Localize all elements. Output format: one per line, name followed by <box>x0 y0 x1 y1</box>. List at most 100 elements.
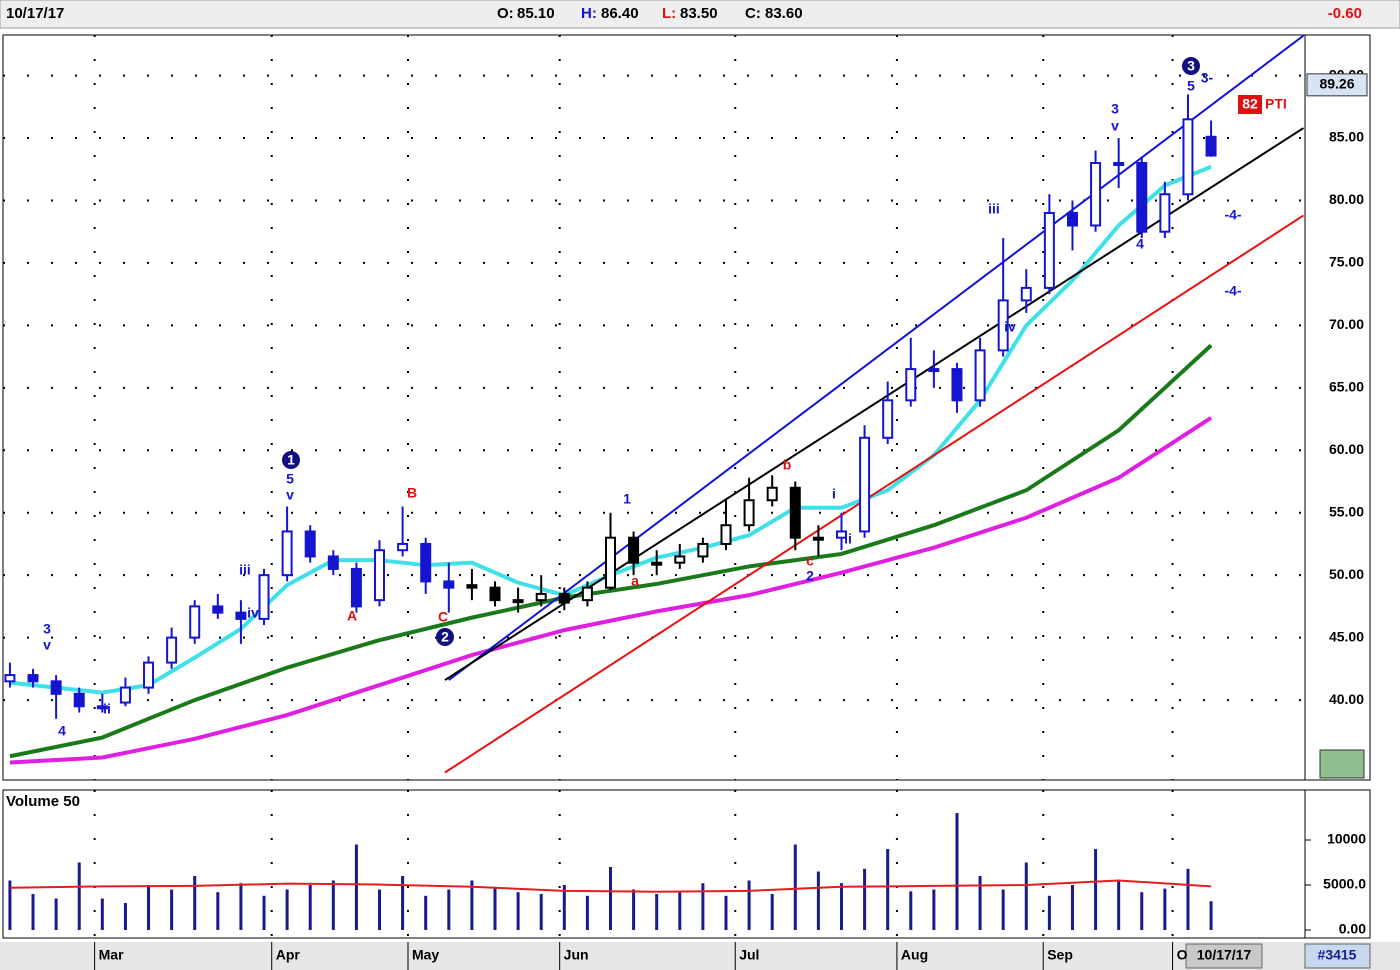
y-tick-label: 45.00 <box>1329 628 1364 644</box>
wave-label: 3- <box>1201 70 1214 86</box>
wave-label: v <box>286 487 294 503</box>
candle-body <box>974 349 986 402</box>
y-tick-label: 10000 <box>1327 831 1366 847</box>
line-series <box>448 35 1305 681</box>
candle-body <box>604 536 616 589</box>
candle-body <box>397 542 409 552</box>
volume-bar <box>955 813 959 930</box>
header-date: 10/17/17 <box>6 5 64 22</box>
candle-body <box>766 486 778 502</box>
tool-icon[interactable] <box>1319 749 1365 779</box>
volume-bar <box>1094 849 1098 930</box>
wave-label: v <box>43 637 51 653</box>
candle-body <box>466 584 478 589</box>
volume-bar <box>655 894 659 930</box>
volume-bar <box>585 895 589 930</box>
candle-body <box>1113 162 1125 167</box>
volume-bar <box>701 883 705 930</box>
line-series <box>444 214 1305 774</box>
volume-bar <box>123 903 127 930</box>
candle-body <box>720 524 732 545</box>
candle-body <box>674 555 686 564</box>
candle-body <box>489 586 501 602</box>
volume-bar <box>147 885 151 930</box>
candle-body <box>281 530 293 577</box>
candle-body <box>1136 162 1148 233</box>
volume-bar <box>608 867 612 930</box>
candle-body <box>374 549 386 602</box>
low-label: L: <box>662 5 676 22</box>
candle-body <box>443 580 455 589</box>
volume-bar <box>331 880 335 930</box>
x-tick-label: May <box>412 947 439 963</box>
candle-body <box>235 611 247 620</box>
candle-body <box>928 368 940 373</box>
wave-label: B <box>407 485 417 501</box>
circled-label: 1 <box>287 452 295 468</box>
candle-body <box>812 536 824 541</box>
x-tick-label: Apr <box>276 947 301 963</box>
y-tick-label: 65.00 <box>1329 379 1364 395</box>
volume-bar <box>886 849 890 930</box>
y-tick-label: 5000.0 <box>1323 876 1366 892</box>
wave-label: 5 <box>1187 78 1195 94</box>
line-series <box>9 416 1213 765</box>
candle-body <box>882 399 894 439</box>
wave-label: 4 <box>58 723 66 739</box>
candle-body <box>350 567 362 608</box>
x-tick-label: Aug <box>901 947 928 963</box>
candle-body <box>1159 193 1171 233</box>
y-tick-label: 60.00 <box>1329 441 1364 457</box>
x-tick-label: O <box>1177 947 1188 963</box>
y-tick-label: 55.00 <box>1329 503 1364 519</box>
wave-label: ii <box>103 701 111 717</box>
volume-bar <box>1070 885 1074 930</box>
candle-body <box>143 661 155 689</box>
y-tick-label: 70.00 <box>1329 316 1364 332</box>
volume-bar <box>724 895 728 930</box>
candle-body <box>1043 211 1055 289</box>
wave-label: a <box>631 573 639 589</box>
wave-label: b <box>783 457 792 473</box>
volume-bar <box>539 894 543 930</box>
x-tick-label: Sep <box>1047 947 1073 963</box>
candle-body <box>835 530 847 539</box>
candle-body <box>27 674 39 683</box>
circled-label: 3 <box>1187 58 1195 74</box>
high-label: H: <box>581 5 597 22</box>
high-value: 86.40 <box>601 5 639 22</box>
volume-bar <box>100 898 104 930</box>
volume-bar <box>470 880 474 930</box>
candle-body <box>789 486 801 539</box>
candle-body <box>951 368 963 402</box>
footer-symbol-box <box>1304 943 1371 969</box>
pti-box <box>1238 95 1262 114</box>
volume-bar <box>262 895 266 930</box>
last-price: 89.26 <box>1319 76 1354 92</box>
wave-label: 5 <box>286 471 294 487</box>
y-tick-label: 50.00 <box>1329 566 1364 582</box>
volume-plot <box>8 790 1213 938</box>
volume-bar <box>770 894 774 930</box>
volume-axis <box>1304 789 1371 939</box>
wave-label: i <box>832 486 836 502</box>
open-label: O: <box>497 5 514 22</box>
line-series <box>9 343 1213 759</box>
volume-bar <box>1163 888 1167 930</box>
wave-circle <box>1182 57 1200 75</box>
wave-circle <box>436 628 454 646</box>
x-tick-label: Jun <box>564 947 589 963</box>
volume-bar <box>1117 880 1121 930</box>
volume-bar <box>401 876 405 930</box>
change-value: -0.60 <box>1328 5 1362 22</box>
header-bar <box>0 0 1400 29</box>
x-tick-label: Jul <box>739 947 759 963</box>
circled-label: 2 <box>441 629 449 645</box>
volume-bar <box>978 876 982 930</box>
candle-body <box>258 574 270 620</box>
volume-bar <box>54 898 58 930</box>
price-axis <box>1304 34 1371 781</box>
candle-body <box>189 605 201 639</box>
wave-label: C <box>438 609 448 625</box>
